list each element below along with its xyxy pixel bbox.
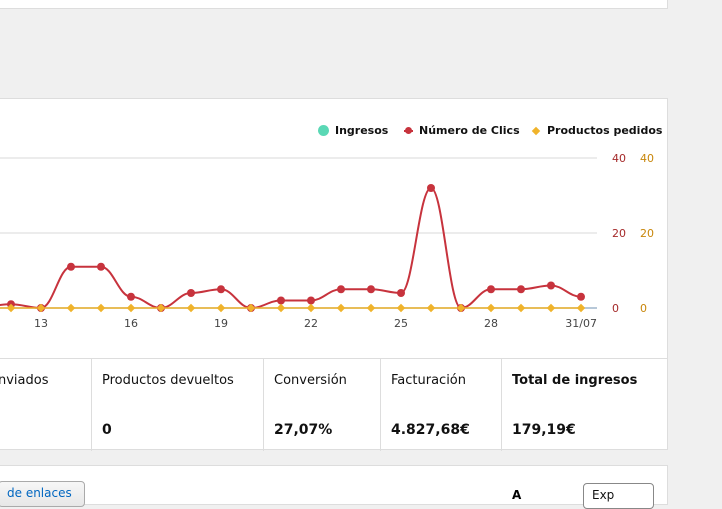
clics-point	[277, 296, 285, 305]
top-card	[0, 0, 668, 9]
line-chart: 0 0 20 20 40 40 13 16 19 22 25 28 31/07	[0, 152, 654, 330]
clics-point	[217, 285, 225, 294]
links-button[interactable]: de enlaces	[0, 481, 85, 507]
productos-point	[366, 303, 376, 313]
productos-point	[336, 303, 346, 313]
productos-point	[516, 303, 526, 313]
productos-point	[216, 303, 226, 313]
y-left-tick: 0	[612, 302, 619, 315]
productos-point	[306, 303, 316, 313]
productos-point	[156, 303, 166, 313]
productos-point	[126, 303, 136, 313]
clics-point	[427, 184, 435, 192]
productos-point	[66, 303, 76, 313]
y-left-tick: 20	[612, 227, 626, 240]
y-right-tick: 0	[640, 302, 647, 315]
productos-point	[276, 303, 286, 313]
clics-point	[397, 289, 405, 297]
clics-point	[307, 296, 315, 305]
y-right-tick: 20	[640, 227, 654, 240]
productos-point	[186, 303, 196, 313]
legend-clics[interactable]: Número de Clics	[404, 124, 520, 137]
productos-point	[576, 303, 586, 313]
export-button[interactable]: Exp	[583, 483, 654, 509]
x-tick-label: 28	[484, 317, 498, 330]
y-right-tick: 40	[640, 152, 654, 165]
dot-line-icon	[404, 126, 413, 134]
clics-point	[517, 285, 525, 294]
productos-point	[246, 303, 256, 313]
x-tick-label: 25	[394, 317, 408, 330]
clics-point	[187, 289, 195, 297]
circle-icon	[318, 125, 329, 136]
productos-point	[546, 303, 556, 313]
clics-point	[547, 281, 555, 290]
stat-enviados: enviados	[0, 359, 92, 451]
productos-point	[426, 303, 436, 313]
clics-point	[97, 262, 105, 271]
x-tick-label: 13	[34, 317, 48, 330]
clics-line	[0, 186, 582, 310]
clics-point	[337, 285, 345, 294]
productos-point	[36, 303, 46, 313]
x-tick-label: 22	[304, 317, 318, 330]
legend-ingresos[interactable]: Ingresos	[318, 124, 388, 137]
productos-point	[6, 303, 16, 313]
clics-point	[367, 285, 375, 294]
bottom-label: A	[512, 488, 522, 502]
x-tick-label: 19	[214, 317, 228, 330]
clics-point	[127, 292, 135, 301]
bottom-card	[0, 465, 668, 505]
productos-point	[456, 303, 466, 313]
x-tick-label: 31/07	[565, 317, 597, 330]
clics-point	[487, 285, 495, 294]
clics-point	[67, 262, 75, 271]
productos-point	[96, 303, 106, 313]
stat-devueltos: Productos devueltos 0	[92, 359, 264, 451]
legend-productos[interactable]: Productos pedidos	[531, 124, 662, 137]
productos-point	[396, 303, 406, 313]
productos-point	[486, 303, 496, 313]
stat-conversion: Conversión 27,07%	[264, 359, 381, 451]
clics-point	[577, 292, 585, 301]
x-tick-label: 16	[124, 317, 138, 330]
stat-total-ingresos: Total de ingresos 179,19€	[512, 373, 638, 438]
y-left-tick: 40	[612, 152, 626, 165]
stat-facturacion: Facturación 4.827,68€	[381, 359, 502, 451]
